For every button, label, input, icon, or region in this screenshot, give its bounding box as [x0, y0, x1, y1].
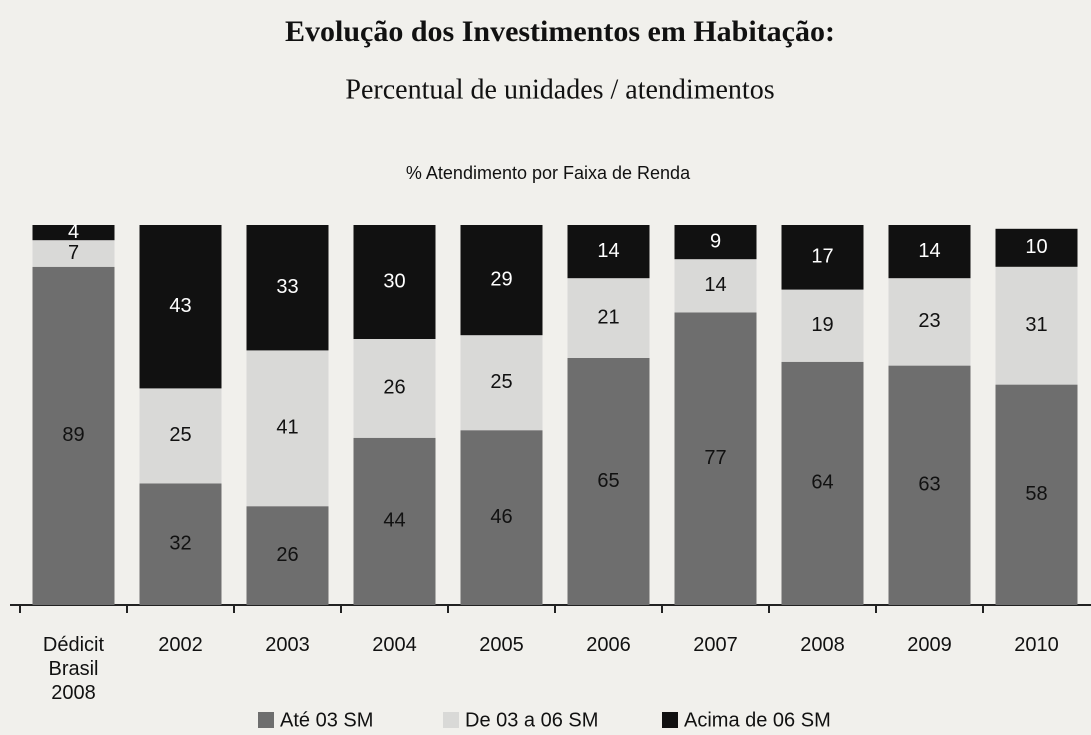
- bar-segment: [139, 483, 222, 605]
- data-label: 63: [918, 474, 940, 496]
- bar-segment: [781, 361, 864, 605]
- data-label: 89: [62, 424, 84, 446]
- data-label: 17: [811, 246, 833, 268]
- x-tick-label: 2003: [265, 634, 310, 656]
- bar-segment: [32, 240, 115, 267]
- x-tick-label: 2007: [693, 634, 738, 656]
- bar-segment: [674, 312, 757, 605]
- bar-segment: [781, 225, 864, 290]
- data-label: 26: [383, 377, 405, 399]
- data-label: 25: [169, 424, 191, 446]
- x-tick-label: Dédicit Brasil 2008: [42, 634, 105, 704]
- legend-swatch: [258, 712, 274, 728]
- bar-segment: [995, 266, 1078, 385]
- chart-subtitle: Percentual de unidades / atendimentos: [345, 74, 774, 105]
- legend-label: Até 03 SM: [280, 709, 373, 731]
- legend-label: Acima de 06 SM: [684, 709, 831, 731]
- data-label: 7: [68, 242, 79, 264]
- data-label: 65: [597, 470, 619, 492]
- data-label: 30: [383, 270, 405, 292]
- bar-segment: [246, 506, 329, 605]
- bar-segment: [674, 225, 757, 260]
- bar-segment: [995, 384, 1078, 605]
- x-tick-label: 2010: [1014, 634, 1059, 656]
- data-label: 10: [1025, 236, 1047, 258]
- data-label: 64: [811, 472, 833, 494]
- bar-segment: [567, 225, 650, 279]
- data-label: 33: [276, 276, 298, 298]
- data-label: 29: [490, 268, 512, 290]
- data-label: 14: [918, 240, 940, 262]
- data-label: 77: [704, 447, 726, 469]
- bar-segment: [32, 266, 115, 605]
- x-tick-label: 2004: [372, 634, 417, 656]
- data-label: 46: [490, 506, 512, 528]
- bar-segment: [32, 225, 115, 241]
- bar-segment: [781, 289, 864, 362]
- bar-segment: [139, 225, 222, 389]
- bar-segment: [353, 225, 436, 339]
- bar-segment: [460, 430, 543, 605]
- data-label: 32: [169, 532, 191, 554]
- x-tick-label: 2002: [158, 634, 203, 656]
- data-label: 26: [276, 544, 298, 566]
- bar-segment: [460, 335, 543, 431]
- legend-label: De 03 a 06 SM: [465, 709, 598, 731]
- data-label: 25: [490, 371, 512, 393]
- legend-swatch: [443, 712, 459, 728]
- x-tick-label: 2008: [800, 634, 845, 656]
- bar-segment: [139, 388, 222, 484]
- data-label: 31: [1025, 314, 1047, 336]
- data-label: 4: [68, 221, 79, 243]
- data-label: 23: [918, 310, 940, 332]
- data-label: 21: [597, 306, 619, 328]
- x-tick-label: 2009: [907, 634, 952, 656]
- data-label: 41: [276, 417, 298, 439]
- data-label: 14: [597, 240, 619, 262]
- bar-segment: [353, 437, 436, 605]
- bar-segment: [995, 228, 1078, 267]
- chart-title: Evolução dos Investimentos em Habitação:: [285, 15, 835, 48]
- data-label: 9: [710, 230, 721, 252]
- x-tick-label: 2006: [586, 634, 631, 656]
- data-label: 43: [169, 295, 191, 317]
- bar-segment: [674, 259, 757, 313]
- bar-segment: [888, 278, 971, 366]
- bar-segment: [246, 350, 329, 507]
- data-label: 14: [704, 274, 726, 296]
- legend-swatch: [662, 712, 678, 728]
- bar-segment: [460, 225, 543, 336]
- data-label: 19: [811, 314, 833, 336]
- bar-segment: [246, 225, 329, 351]
- data-label: 58: [1025, 483, 1047, 505]
- bar-segment: [888, 225, 971, 279]
- x-tick-label: 2005: [479, 634, 524, 656]
- bar-segment: [353, 339, 436, 438]
- bar-segment: [567, 278, 650, 358]
- bar-segment: [888, 365, 971, 605]
- data-label: 44: [383, 510, 405, 532]
- plot-title: % Atendimento por Faixa de Renda: [406, 163, 691, 183]
- bar-segment: [567, 358, 650, 605]
